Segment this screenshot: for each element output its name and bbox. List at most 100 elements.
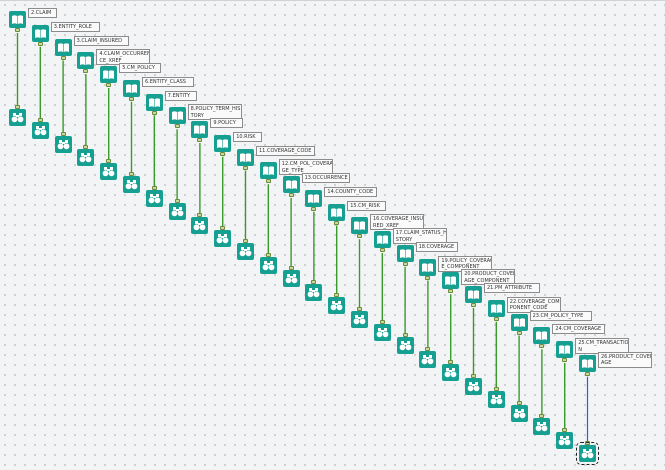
connection-anchor[interactable] bbox=[539, 344, 545, 349]
connection-anchor[interactable] bbox=[516, 330, 522, 335]
connection-anchor[interactable] bbox=[516, 400, 522, 405]
input-data-tool[interactable] bbox=[305, 189, 323, 207]
input-data-tool[interactable] bbox=[145, 93, 163, 111]
browse-tool[interactable] bbox=[442, 364, 460, 382]
connection-anchor[interactable] bbox=[471, 373, 476, 378]
input-data-tool[interactable] bbox=[168, 107, 186, 125]
connection-anchor[interactable] bbox=[448, 360, 454, 365]
input-data-tool[interactable] bbox=[328, 203, 346, 221]
connection-anchor[interactable] bbox=[493, 316, 499, 321]
browse-tool[interactable] bbox=[533, 418, 551, 436]
browse-tool[interactable] bbox=[123, 176, 140, 194]
connection-anchor[interactable] bbox=[15, 28, 20, 32]
input-data-tool[interactable] bbox=[100, 66, 118, 83]
connection-anchor[interactable] bbox=[357, 306, 362, 311]
connection-anchor[interactable] bbox=[106, 158, 112, 163]
connection-anchor[interactable] bbox=[220, 151, 226, 156]
connection-anchor[interactable] bbox=[493, 387, 499, 392]
browse-tool[interactable] bbox=[100, 162, 118, 180]
connection-anchor[interactable] bbox=[151, 185, 157, 190]
input-data-tool[interactable] bbox=[419, 258, 437, 276]
browse-tool[interactable] bbox=[465, 377, 482, 395]
browse-tool[interactable] bbox=[556, 431, 574, 449]
connection-anchor[interactable] bbox=[402, 333, 408, 338]
input-data-tool[interactable] bbox=[373, 231, 391, 248]
connection-anchor[interactable] bbox=[37, 118, 43, 123]
input-data-tool[interactable] bbox=[54, 38, 72, 56]
browse-tool[interactable] bbox=[282, 270, 300, 288]
connection-anchor[interactable] bbox=[174, 124, 180, 129]
connection-anchor[interactable] bbox=[83, 145, 89, 150]
input-data-tool[interactable] bbox=[510, 313, 528, 331]
browse-tool[interactable] bbox=[576, 442, 599, 465]
connection-anchor[interactable] bbox=[562, 427, 568, 432]
browse-tool[interactable] bbox=[351, 310, 368, 328]
browse-tool[interactable] bbox=[214, 229, 232, 247]
connection-anchor[interactable] bbox=[379, 248, 385, 252]
connection-anchor[interactable] bbox=[562, 358, 568, 362]
browse-tool[interactable] bbox=[31, 122, 49, 140]
connection-anchor[interactable] bbox=[379, 320, 385, 325]
connection-anchor[interactable] bbox=[471, 303, 476, 307]
connection-anchor[interactable] bbox=[357, 234, 362, 239]
connection-anchor[interactable] bbox=[288, 193, 294, 197]
connection-anchor[interactable] bbox=[334, 220, 340, 225]
input-data-tool[interactable] bbox=[9, 11, 26, 28]
input-data-tool[interactable] bbox=[533, 327, 551, 345]
connection-anchor[interactable] bbox=[265, 252, 271, 257]
input-data-tool[interactable] bbox=[123, 79, 140, 97]
browse-tool[interactable] bbox=[259, 256, 277, 274]
connection-anchor[interactable] bbox=[334, 293, 340, 298]
input-data-tool[interactable] bbox=[579, 354, 596, 372]
connection-anchor[interactable] bbox=[243, 165, 248, 170]
connection-anchor[interactable] bbox=[60, 131, 66, 136]
connection-anchor[interactable] bbox=[129, 96, 134, 101]
connection-anchor[interactable] bbox=[425, 275, 431, 280]
connection-anchor[interactable] bbox=[425, 346, 431, 351]
connection-anchor[interactable] bbox=[311, 279, 317, 284]
input-data-tool[interactable] bbox=[487, 299, 505, 317]
input-data-tool[interactable] bbox=[556, 341, 574, 358]
input-data-tool[interactable] bbox=[282, 176, 300, 193]
input-data-tool[interactable] bbox=[214, 134, 232, 152]
connection-anchor[interactable] bbox=[265, 179, 271, 184]
connection-anchor[interactable] bbox=[311, 206, 317, 211]
connection-anchor[interactable] bbox=[37, 41, 43, 46]
connection-anchor[interactable] bbox=[197, 138, 203, 142]
connection-anchor[interactable] bbox=[15, 105, 20, 109]
connection-anchor[interactable] bbox=[220, 225, 226, 230]
browse-tool[interactable] bbox=[9, 109, 26, 126]
connection-anchor[interactable] bbox=[197, 212, 203, 217]
input-data-tool[interactable] bbox=[77, 52, 95, 70]
connection-anchor[interactable] bbox=[585, 441, 590, 445]
input-data-tool[interactable] bbox=[259, 162, 277, 180]
connection-anchor[interactable] bbox=[288, 266, 294, 271]
browse-tool[interactable] bbox=[305, 283, 323, 301]
connection-anchor[interactable] bbox=[539, 414, 545, 419]
connection-anchor[interactable] bbox=[129, 172, 134, 177]
browse-tool[interactable] bbox=[191, 216, 209, 234]
input-data-tool[interactable] bbox=[31, 24, 49, 42]
input-data-tool[interactable] bbox=[396, 244, 414, 262]
browse-tool[interactable] bbox=[145, 189, 163, 207]
browse-tool[interactable] bbox=[168, 203, 186, 221]
connection-anchor[interactable] bbox=[402, 261, 408, 266]
connection-anchor[interactable] bbox=[243, 239, 248, 244]
connection-anchor[interactable] bbox=[585, 371, 590, 376]
input-data-tool[interactable] bbox=[465, 286, 482, 303]
browse-tool[interactable] bbox=[77, 149, 95, 167]
browse-tool[interactable] bbox=[328, 297, 346, 315]
connection-anchor[interactable] bbox=[174, 199, 180, 204]
browse-tool[interactable] bbox=[373, 324, 391, 342]
browse-tool[interactable] bbox=[487, 391, 505, 409]
input-data-tool[interactable] bbox=[191, 121, 209, 138]
browse-tool[interactable] bbox=[54, 135, 72, 153]
browse-tool[interactable] bbox=[396, 337, 414, 355]
connection-anchor[interactable] bbox=[151, 110, 157, 115]
input-data-tool[interactable] bbox=[442, 272, 460, 290]
input-data-tool[interactable] bbox=[237, 148, 254, 166]
browse-tool[interactable] bbox=[510, 404, 528, 422]
connection-anchor[interactable] bbox=[106, 83, 112, 87]
input-data-tool[interactable] bbox=[351, 217, 368, 235]
